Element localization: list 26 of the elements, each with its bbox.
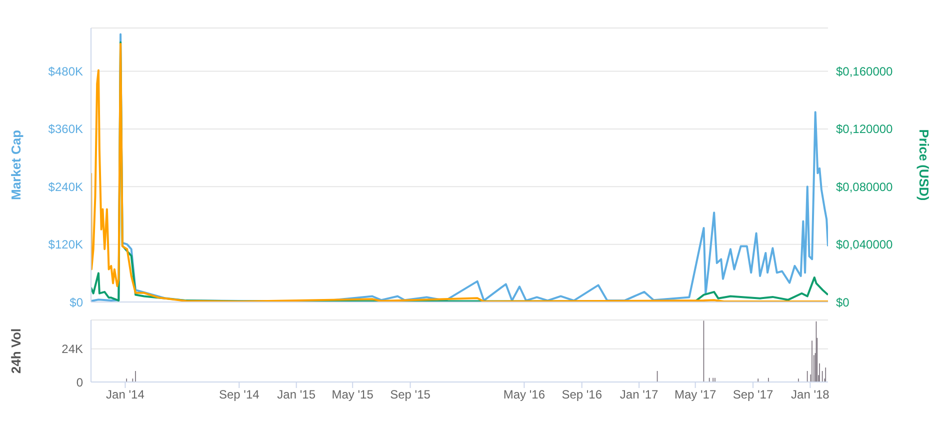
x-tick-label: Jan '17	[620, 388, 659, 402]
y-tick-label: 24K	[62, 342, 83, 356]
y2-tick-label: $0,160000	[836, 64, 894, 79]
y-tick-label: $360K	[48, 122, 83, 136]
y2-tick-label: $0,040000	[836, 238, 894, 252]
x-tick-label: Jan '14	[106, 388, 145, 402]
x-tick-label: Sep '16	[562, 388, 602, 402]
y-tick-label: $240K	[48, 180, 83, 194]
x-tick-label: May '15	[332, 388, 374, 402]
y2-tick-label: $0,120000	[836, 122, 894, 136]
x-tick-label: Sep '17	[732, 388, 774, 402]
x-tick-label: May '16	[503, 388, 546, 402]
y-axis-title: 24h Vol	[8, 328, 24, 374]
x-tick-label: Jan '18	[791, 388, 830, 402]
y-tick-label: 0	[76, 375, 84, 390]
x-tick-label: Sep '14	[218, 388, 260, 402]
y-axis-title: Market Cap	[8, 130, 24, 200]
y2-tick-label: $0,080000	[836, 180, 894, 194]
x-tick-label: Jan '15	[277, 388, 316, 402]
y-tick-label: $120K	[48, 238, 83, 252]
y2-axis-title: Price (USD)	[916, 129, 932, 201]
x-tick-label: May '17	[674, 388, 716, 402]
x-tick-label: Sep '15	[390, 388, 431, 402]
y2-tick-label: $0	[836, 295, 850, 310]
y-tick-label: $0	[70, 295, 84, 310]
y-tick-label: $480K	[48, 64, 83, 79]
